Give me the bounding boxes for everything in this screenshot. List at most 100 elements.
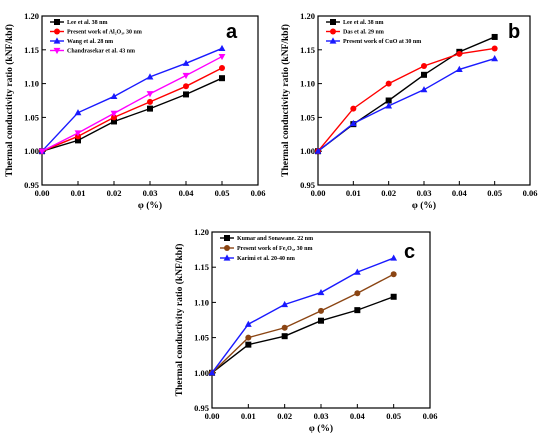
y-tick-label: 1.10 [300,79,315,89]
x-axis-label: φ (%) [138,200,162,211]
legend-marker [224,245,230,251]
series-line-1 [41,77,223,152]
data-point [281,300,289,308]
data-point [183,83,189,90]
y-tick-label: 1.15 [194,262,209,272]
series-line-1 [317,36,495,152]
series-line-3 [317,57,495,152]
data-point [182,59,190,66]
data-point [354,290,361,297]
data-point [244,320,252,327]
data-point [318,307,324,314]
data-point [318,317,324,324]
x-tick-label: 0.04 [452,188,468,198]
x-tick-label: 0.06 [423,411,438,421]
y-tick-label: 1.20 [24,11,39,21]
x-tick-label: 0.05 [487,188,502,198]
legend-marker [223,254,231,261]
y-tick-label: 1.00 [24,146,39,156]
x-tick-label: 0.00 [311,188,326,198]
legend-marker [330,19,336,25]
data-point [390,293,397,300]
x-tick-label: 0.03 [314,411,329,421]
y-tick-label: 0.95 [300,180,315,190]
data-point [110,110,118,117]
data-point [147,98,153,105]
data-point [385,80,392,87]
data-point [146,73,154,80]
data-point [349,119,357,127]
legend-entry: Lee et al. 38 nm [343,20,384,26]
legend-entry: Karimi et al. 20-40 nm [237,256,295,262]
series-line-2 [211,273,394,374]
x-tick-label: 0.05 [386,411,401,421]
series-line-3 [41,47,223,152]
data-point [75,137,81,144]
x-tick-label: 0.01 [241,411,256,421]
data-point [314,147,322,154]
data-point [219,75,225,82]
legend-entry: Present work of Fe₂O₃, 30 nm [237,246,312,252]
data-point [219,65,225,72]
x-tick-label: 0.00 [205,411,220,421]
data-point [354,307,361,314]
legend-marker [53,47,61,55]
data-point [491,54,499,62]
series-line-1 [211,296,394,374]
data-point [111,118,117,125]
data-point [491,33,498,40]
data-point [74,109,82,116]
y-tick-label: 1.10 [194,297,209,307]
series-line-4 [41,55,223,152]
y-tick-label: 1.15 [300,45,315,55]
data-point [420,86,428,93]
legend-marker [224,235,230,241]
data-point [350,105,357,112]
panel-label: a [226,21,238,43]
y-axis-label: Thermal conductivity ratio (kNF/kbf) [280,24,291,177]
data-point [110,92,118,100]
legend-marker [329,37,337,44]
data-point [491,45,498,52]
data-point [456,50,463,57]
data-point [218,53,226,61]
legend-entry: Present work of CuO at 30 nm [343,39,421,45]
data-point [455,65,463,73]
data-point [281,324,288,331]
y-tick-label: 1.00 [300,146,315,156]
data-point [421,71,427,78]
panel-label: b [508,21,520,43]
x-tick-label: 0.06 [523,188,538,198]
x-tick-label: 0.02 [277,411,292,421]
legend-marker [53,37,61,44]
series-line-2 [41,67,223,152]
legend-entry: Kumar and Sonawane. 22 nm [237,236,313,242]
y-tick-label: 1.15 [24,45,39,55]
data-point [147,105,153,112]
x-axis-label: φ (%) [412,200,436,211]
chart-panel-b: 0.00 0.01 0.02 0.03 0.04 0.05 0.06 0.95 1.00 1.05… [280,11,537,211]
x-tick-label: 0.02 [107,188,122,198]
y-tick-label: 1.05 [300,112,315,122]
y-tick-label: 1.05 [24,112,39,122]
y-tick-label: 1.10 [24,79,39,89]
y-tick-label: 1.05 [194,333,209,343]
y-tick-label: 0.95 [194,403,209,413]
legend-entry: Present work of Al₂O₃, 30 nm [67,30,142,36]
legend-marker [54,19,60,25]
legend-entry: Wang et al. 28 nm [67,39,113,45]
x-tick-label: 0.03 [143,188,158,198]
x-tick-label: 0.04 [179,188,195,198]
legend-entry: Das et al. 29 nm [343,30,384,36]
data-point [385,97,392,104]
data-point [353,268,361,275]
data-point [183,91,189,98]
data-point [245,341,252,348]
panel-label: c [404,241,415,263]
data-point [390,254,398,261]
data-point [385,102,393,109]
data-point [281,333,288,340]
data-point [390,271,397,278]
data-point [74,130,82,137]
